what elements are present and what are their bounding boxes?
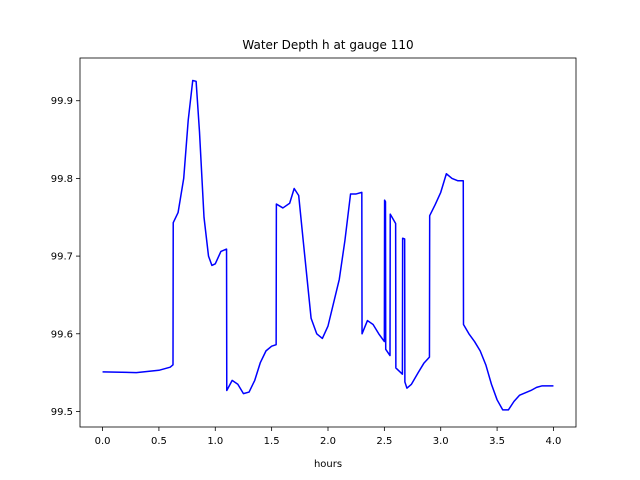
- x-tick-label: 0.5: [151, 436, 167, 447]
- x-axis: 0.0 0.5 1.0 1.5 2.0 2.5 3.0 3.5 4.0: [95, 427, 562, 447]
- y-tick-label: 99.9: [51, 96, 73, 107]
- y-axis: 99.5 99.6 99.7 99.8 99.9: [51, 96, 80, 418]
- y-tick-label: 99.8: [51, 174, 73, 185]
- x-tick-label: 3.0: [433, 436, 449, 447]
- x-tick-label: 2.5: [376, 436, 392, 447]
- series-line: [102, 79, 554, 411]
- x-tick-label: 3.5: [489, 436, 505, 447]
- x-tick-label: 1.5: [264, 436, 280, 447]
- x-tick-label: 2.0: [320, 436, 336, 447]
- chart-title: Water Depth h at gauge 110: [242, 38, 413, 52]
- x-tick-label: 4.0: [546, 436, 562, 447]
- y-tick-label: 99.7: [51, 252, 73, 263]
- y-tick-label: 99.5: [51, 407, 73, 418]
- x-tick-label: 0.0: [95, 436, 111, 447]
- x-tick-label: 1.0: [207, 436, 223, 447]
- y-tick-label: 99.6: [51, 329, 73, 340]
- x-axis-label: hours: [314, 459, 342, 470]
